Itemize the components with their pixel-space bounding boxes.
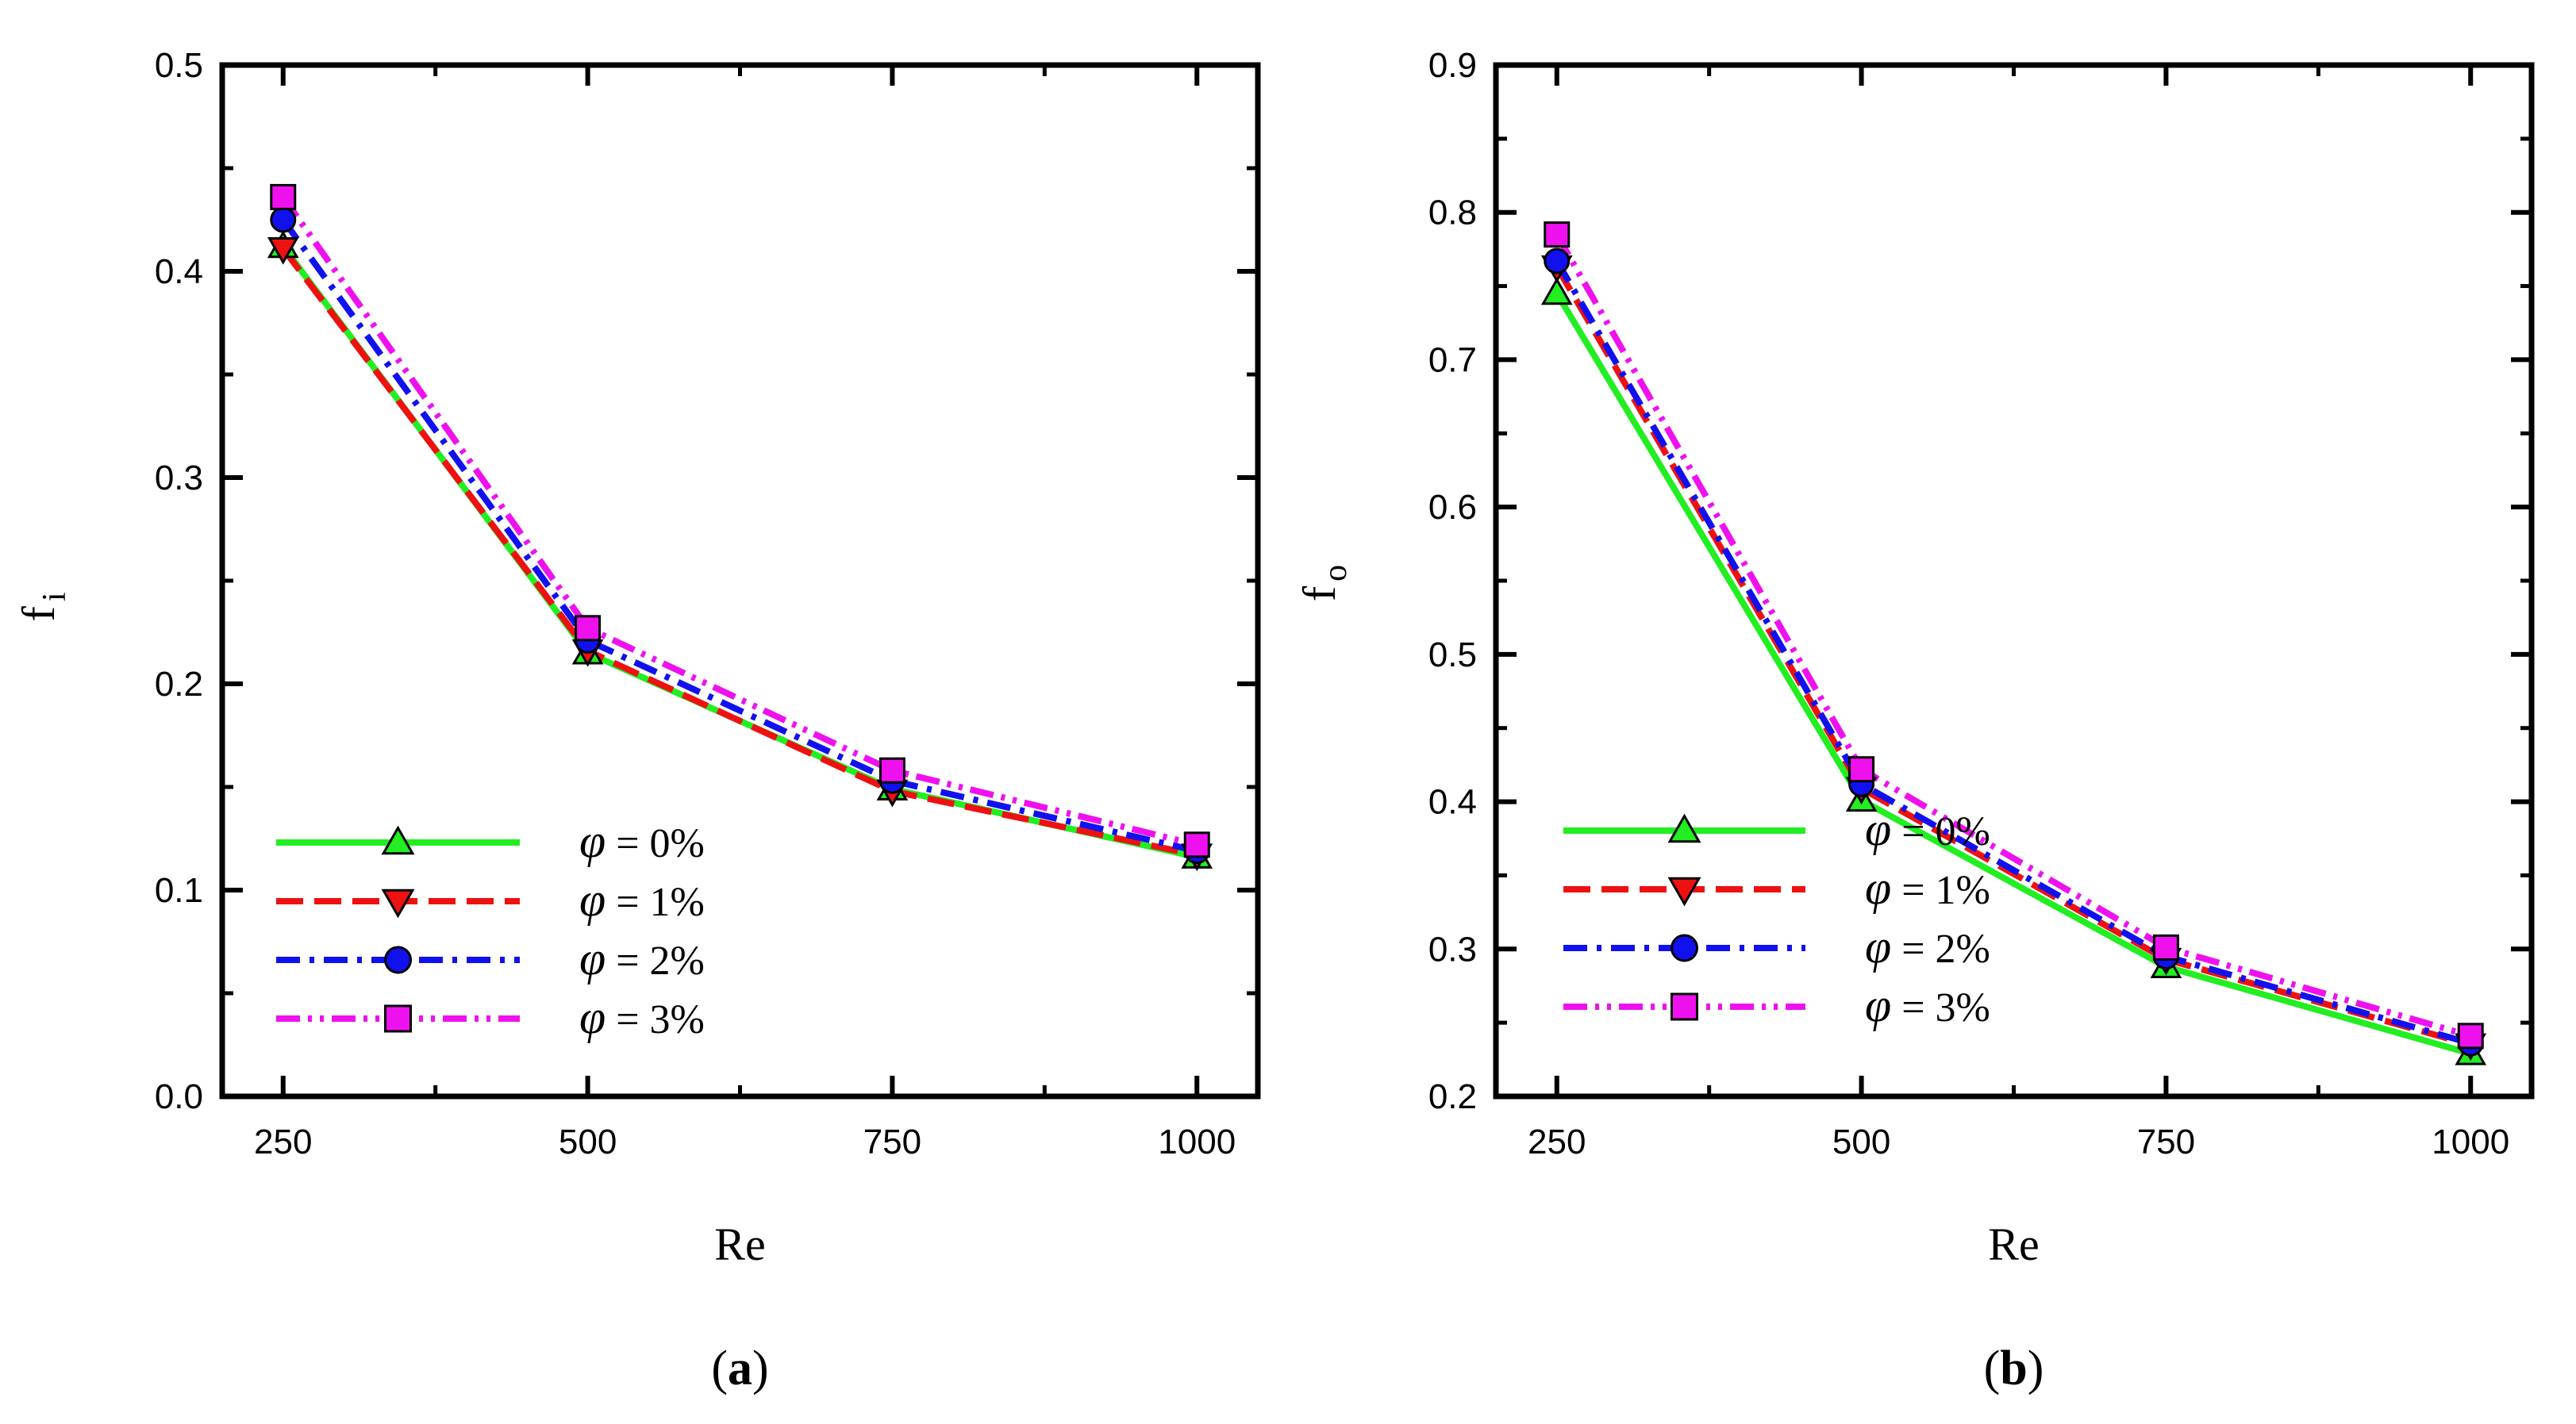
y-axis-title-subscript: o <box>1317 565 1354 581</box>
legend-phi-symbol: φ <box>1865 979 1891 1031</box>
data-point-series-0 <box>1540 277 1573 305</box>
legend-label-0: φ = 0% <box>1865 803 1990 855</box>
panel-label: (a) <box>711 1341 768 1395</box>
y-tick-label: 0.0 <box>155 1077 203 1116</box>
y-tick-label: 0.4 <box>1428 783 1477 822</box>
legend-marker-1 <box>381 889 415 919</box>
legend-label-3: φ = 3% <box>1865 979 1990 1031</box>
y-tick-label: 0.2 <box>1428 1077 1477 1116</box>
data-point-series-2 <box>270 206 297 233</box>
legend-label-text: = 1% <box>606 880 705 925</box>
series-line-0 <box>1554 291 2472 1057</box>
x-tick-label: 250 <box>1528 1123 1586 1161</box>
data-point-series-3 <box>2457 1023 2484 1050</box>
legend-marker-1 <box>1667 877 1701 907</box>
y-axis-title: fo <box>1294 565 1354 601</box>
data-point-series-3 <box>575 615 602 642</box>
series-line-1 <box>1554 265 2472 1048</box>
legend-label-text: = 0% <box>606 821 705 866</box>
legend: φ = 0%φ = 1%φ = 2%φ = 3% <box>276 815 705 1043</box>
data-point-series-3 <box>2152 934 2179 961</box>
legend-phi-symbol: φ <box>1865 803 1891 855</box>
y-tick-label: 0.9 <box>1428 46 1477 85</box>
y-tick-label: 0.3 <box>155 459 203 497</box>
legend-marker-2 <box>1671 934 1698 962</box>
legend-marker-0 <box>1667 813 1701 843</box>
x-tick-label: 250 <box>254 1123 312 1161</box>
legend-label-2: φ = 2% <box>1865 920 1990 973</box>
x-tick-label: 500 <box>559 1123 617 1161</box>
y-axis-title-main: f <box>1294 585 1345 601</box>
series-line-2 <box>1554 259 2472 1046</box>
legend-label-text: = 2% <box>606 938 705 984</box>
y-tick-label: 0.2 <box>155 665 203 704</box>
data-point-series-3 <box>1183 831 1210 858</box>
x-tick-label: 1000 <box>1158 1123 1236 1161</box>
legend-label-2: φ = 2% <box>579 932 705 985</box>
chart-panel-a: 0.0 0.1 0.2 0.3 0.4 0.5 250 500 750 1000 Re fi φ = 0… <box>13 46 1261 1395</box>
series-line-1 <box>280 246 1198 858</box>
legend-phi-symbol: φ <box>579 815 606 867</box>
y-tick-label: 0.6 <box>1428 488 1477 527</box>
legend-label-3: φ = 3% <box>579 991 705 1043</box>
legend-phi-symbol: φ <box>1865 920 1891 973</box>
data-point-series-2 <box>1544 248 1571 274</box>
x-tick-label: 500 <box>1832 1123 1890 1161</box>
panel-label: (b) <box>1984 1341 2044 1395</box>
y-tick-label: 0.7 <box>1428 340 1477 379</box>
data-point-series-3 <box>1544 221 1571 248</box>
y-tick-label: 0.5 <box>1428 635 1477 674</box>
series-line-2 <box>280 217 1198 854</box>
legend-label-0: φ = 0% <box>579 815 705 867</box>
x-axis-title: Re <box>714 1219 765 1270</box>
series-line-0 <box>280 244 1198 861</box>
plot-frame <box>219 62 1261 1100</box>
legend-label-text: = 0% <box>1891 809 1990 854</box>
legend-marker-3 <box>1671 992 1698 1021</box>
panel-label-close: ) <box>2028 1341 2044 1395</box>
legend-phi-symbol: φ <box>1865 862 1891 914</box>
panel-label-open: ( <box>711 1341 728 1395</box>
data-point-series-1 <box>267 236 299 265</box>
legend-marker-3 <box>384 1004 412 1033</box>
legend-label-text: = 3% <box>606 997 705 1042</box>
panel-label-close: ) <box>752 1341 769 1395</box>
legend-phi-symbol: φ <box>579 932 606 985</box>
chart-panel-b: 0.2 0.3 0.4 0.5 0.6 0.7 0.8 0.9 250 500 750 1000 Re f… <box>1294 46 2535 1395</box>
series-line-3 <box>1554 232 2472 1039</box>
x-axis-title: Re <box>1988 1219 2039 1270</box>
legend-marker-2 <box>384 946 412 974</box>
y-tick-label: 0.4 <box>155 252 203 291</box>
legend-label-text: = 3% <box>1891 985 1990 1031</box>
legend-label-1: φ = 1% <box>579 873 705 926</box>
y-tick-label: 0.5 <box>155 46 203 85</box>
legend-label-text: = 1% <box>1891 868 1990 913</box>
panel-label-letter: a <box>728 1341 752 1395</box>
data-point-series-3 <box>1848 756 1875 783</box>
legend-phi-symbol: φ <box>579 991 606 1043</box>
x-tick-label: 1000 <box>2432 1123 2509 1161</box>
legend-phi-symbol: φ <box>579 873 606 926</box>
y-tick-label: 0.8 <box>1428 194 1477 232</box>
x-tick-label: 750 <box>863 1123 921 1161</box>
y-tick-label: 0.3 <box>1428 930 1477 969</box>
panel-label-open: ( <box>1984 1341 2001 1395</box>
legend-label-1: φ = 1% <box>1865 862 1990 914</box>
panel-label-letter: b <box>2000 1341 2027 1395</box>
legend: φ = 0%φ = 1%φ = 2%φ = 3% <box>1563 803 1990 1031</box>
data-point-series-3 <box>270 183 297 210</box>
data-point-series-3 <box>879 757 905 784</box>
plot-frame <box>1493 62 2535 1100</box>
y-axis-title: fi <box>13 593 73 622</box>
y-tick-label: 0.1 <box>155 871 203 910</box>
series-line-3 <box>280 195 1198 848</box>
legend-label-text: = 2% <box>1891 927 1990 972</box>
x-tick-label: 750 <box>2137 1123 2195 1161</box>
y-axis-title-main: f <box>13 606 64 622</box>
legend-marker-0 <box>381 825 415 855</box>
y-axis-title-subscript: i <box>37 593 73 602</box>
